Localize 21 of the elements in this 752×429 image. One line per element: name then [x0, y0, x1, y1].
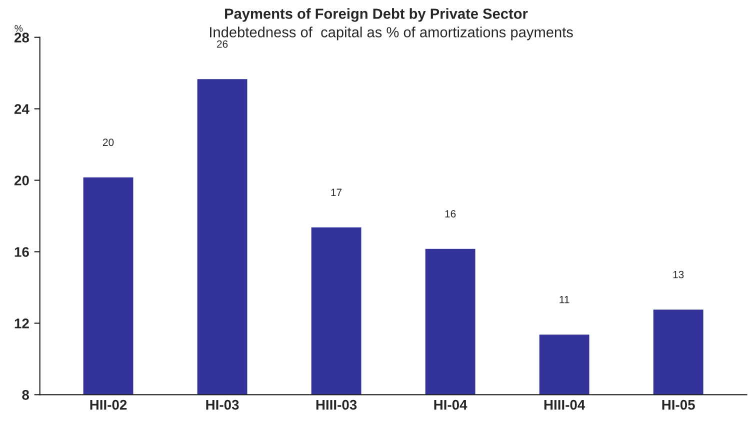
y-tick-label: 28 — [14, 32, 30, 42]
chart-subtitle: Indebtedness of capital as % of amortizations payments — [210, 26, 573, 40]
x-tick-label: HIII-04 — [544, 400, 586, 410]
y-tick-label: 12 — [14, 318, 29, 328]
y-tick-label: 24 — [14, 104, 30, 114]
y-tick-label: 20 — [14, 176, 29, 186]
data-label: 17 — [331, 188, 342, 196]
y-tick-label: 8 — [22, 390, 30, 400]
chart-title: Payments of Foreign Debt by Private Sector — [225, 8, 528, 22]
data-label: 16 — [445, 210, 456, 218]
x-tick-label: HI-04 — [434, 400, 468, 410]
data-label: 26 — [217, 40, 228, 48]
data-label: 13 — [673, 270, 684, 278]
x-tick-label: HII-02 — [90, 400, 127, 410]
data-label: 11 — [560, 296, 570, 304]
x-tick-label: HI-03 — [206, 400, 239, 410]
y-tick-label: 16 — [14, 247, 29, 257]
y-axis-title: % — [14, 24, 23, 32]
data-label: 20 — [102, 138, 114, 146]
x-tick-label: HIII-03 — [316, 400, 357, 410]
x-tick-label: HI-05 — [662, 400, 695, 410]
